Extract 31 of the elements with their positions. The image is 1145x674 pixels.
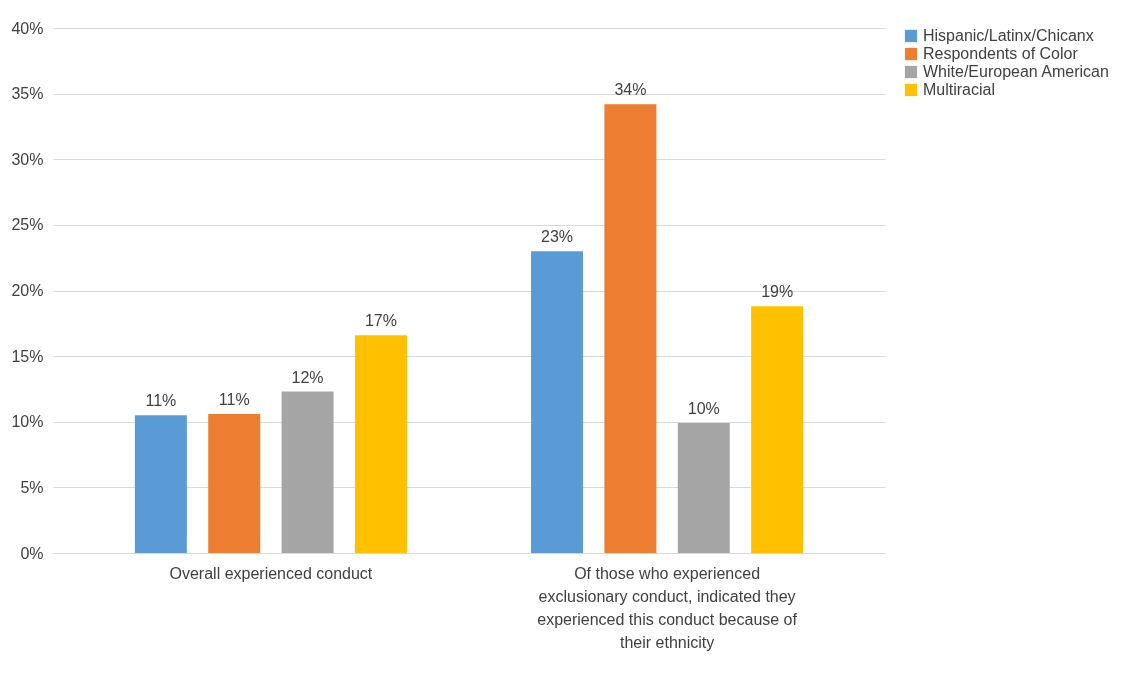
data-label: 23% xyxy=(541,228,574,246)
y-tick-label: 40% xyxy=(11,19,44,37)
y-tick-label: 35% xyxy=(11,85,44,103)
x-tick-label: Of those who experienced exclusionary conduct, indicated they experienced this conduct because of their ethnicity xyxy=(537,564,798,651)
y-tick-label: 0% xyxy=(20,544,44,562)
y-tick-label: 15% xyxy=(11,347,44,365)
data-label: 11% xyxy=(218,390,250,408)
bar xyxy=(604,104,657,553)
legend-label: White/European American xyxy=(923,63,1109,80)
data-label: 10% xyxy=(687,400,720,418)
data-label: 17% xyxy=(364,312,397,330)
bar xyxy=(751,306,804,553)
data-label: 34% xyxy=(614,81,647,99)
data-label: 11% xyxy=(145,392,177,410)
bar xyxy=(677,423,730,553)
x-tick-label: Overall experienced conduct xyxy=(169,564,373,582)
y-tick-label: 10% xyxy=(11,413,44,431)
bar xyxy=(134,415,187,553)
bar xyxy=(281,391,334,553)
y-tick-label: 30% xyxy=(11,150,44,168)
bar xyxy=(208,413,261,553)
legend-label: Multiracial xyxy=(923,81,996,98)
bar xyxy=(531,251,584,553)
y-tick-label: 5% xyxy=(20,478,44,496)
bar xyxy=(354,335,407,553)
legend-label: Hispanic/Latinx/Chicanx xyxy=(923,27,1094,44)
data-label: 12% xyxy=(291,368,324,386)
y-tick-label: 25% xyxy=(11,216,44,234)
y-tick-label: 20% xyxy=(11,282,44,299)
legend-label: Respondents of Color xyxy=(923,45,1079,62)
data-label: 19% xyxy=(761,283,794,301)
